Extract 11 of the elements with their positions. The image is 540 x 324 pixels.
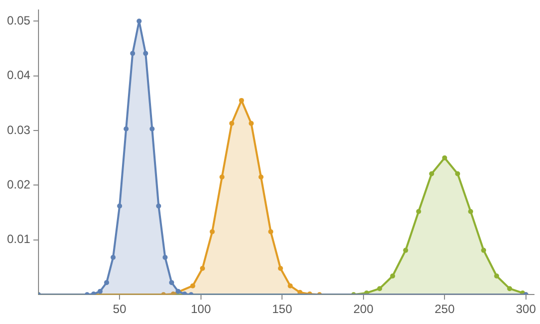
x-tick-label: 50: [112, 302, 127, 316]
y-tick-label: 0.03: [6, 122, 31, 137]
y-tick-label: 0.05: [6, 13, 31, 28]
y-tick-label: 0.04: [6, 68, 31, 82]
x-tick-label: 200: [353, 302, 374, 316]
x-tick-label: 300: [516, 302, 536, 316]
x-tick-label: 100: [190, 302, 212, 316]
y-tick-label: 0.01: [6, 232, 31, 246]
y-tick-label: 0.02: [6, 178, 31, 192]
x-tick-label: 150: [272, 302, 292, 316]
x-tick-label: 250: [434, 302, 455, 316]
